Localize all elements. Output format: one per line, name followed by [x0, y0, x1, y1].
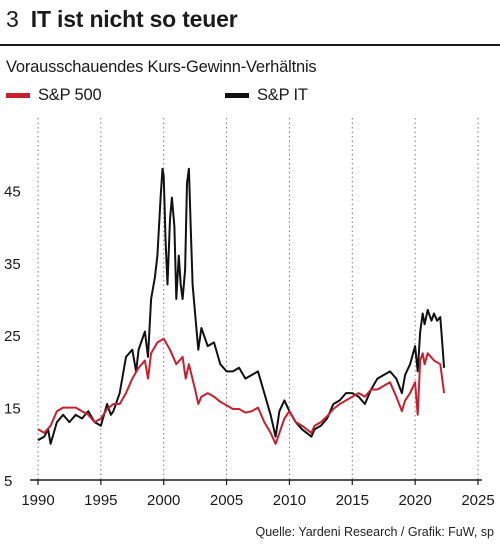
legend-item-sp500: S&P 500: [6, 86, 102, 105]
x-tick-label-1995: 1995: [84, 492, 117, 509]
chart-header: 3 IT ist nicht so teuer: [6, 6, 238, 40]
legend-swatch-sp-it: [225, 93, 249, 98]
y-tick-label-25: 25: [4, 328, 21, 345]
x-tick-label-2015: 2015: [336, 492, 369, 509]
title-rule: [0, 44, 500, 46]
legend-item-sp-it: S&P IT: [225, 86, 308, 105]
x-tick-label-2025: 2025: [461, 492, 494, 509]
y-tick-label-35: 35: [4, 256, 21, 273]
y-tick-label-15: 15: [4, 401, 21, 418]
x-tick-label-1990: 1990: [21, 492, 54, 509]
chart-subtitle: Vorausschauendes Kurs-Gewinn-Verhältnis: [6, 58, 317, 76]
y-tick-label-45: 45: [4, 183, 21, 200]
x-tick-label-2010: 2010: [273, 492, 306, 509]
legend-label-sp500: S&P 500: [38, 86, 102, 104]
series-line-sp-it: [37, 167, 446, 445]
line-chart: 1990 1995 2000 2005 2010 2015 2020 2025 5 15 25 35 4…: [4, 118, 495, 509]
x-tick-label-2020: 2020: [398, 492, 431, 509]
legend-swatch-sp500: [6, 93, 30, 98]
legend-label-sp-it: S&P IT: [257, 86, 308, 104]
series-line-sp500: [37, 337, 446, 445]
x-tick-label-2000: 2000: [147, 492, 180, 509]
source-note: Quelle: Yardeni Research / Grafik: FuW, …: [255, 525, 494, 539]
y-tick-label-5: 5: [4, 473, 12, 490]
chart-title: IT ist nicht so teuer: [30, 6, 238, 32]
x-tick-label-2005: 2005: [210, 492, 243, 509]
chart-number: 3: [6, 6, 19, 32]
legend: S&P 500 S&P IT: [0, 86, 500, 108]
